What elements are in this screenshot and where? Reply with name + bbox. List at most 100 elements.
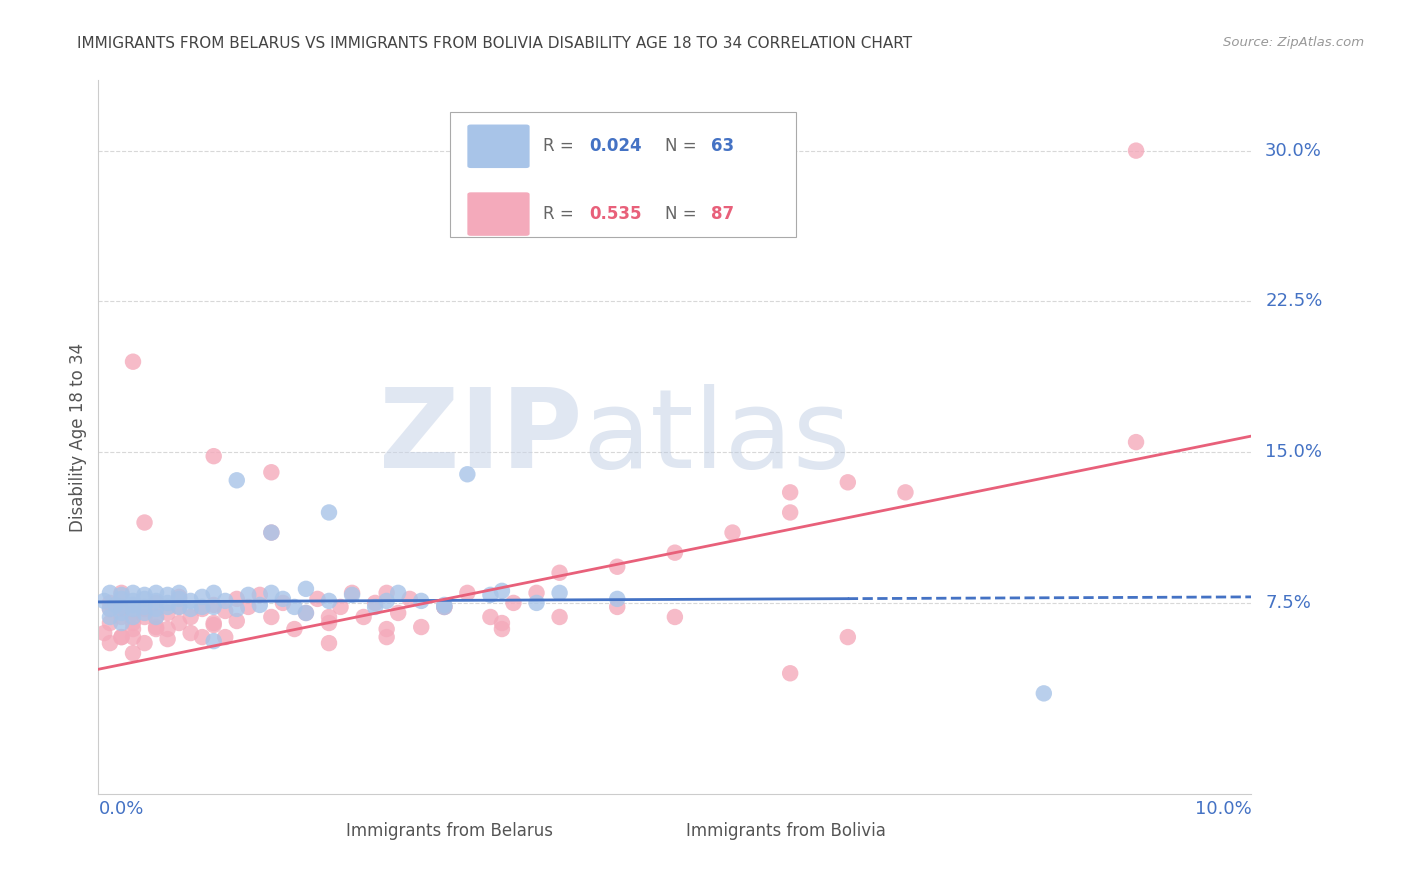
Point: [167, 599, 190, 614]
Point: [167, 586, 190, 600]
Point: [122, 646, 145, 660]
Point: [145, 620, 167, 634]
Point: [134, 588, 156, 602]
Text: atlas: atlas: [582, 384, 851, 491]
Point: [260, 610, 283, 624]
Point: [110, 610, 132, 624]
Point: [156, 588, 179, 602]
Point: [110, 602, 132, 616]
Point: [110, 615, 132, 630]
Point: [122, 602, 145, 616]
Text: 87: 87: [710, 205, 734, 223]
Point: [145, 594, 167, 608]
Point: [122, 630, 145, 644]
Point: [779, 666, 801, 681]
Point: [606, 599, 628, 614]
Point: [134, 606, 156, 620]
Point: [145, 596, 167, 610]
Point: [191, 630, 214, 644]
Point: [375, 630, 398, 644]
Point: [167, 599, 190, 614]
Point: [283, 622, 305, 636]
Point: [307, 591, 329, 606]
Point: [249, 588, 271, 602]
Point: [526, 596, 548, 610]
Point: [93, 626, 115, 640]
Point: [260, 465, 283, 479]
Point: [664, 546, 686, 560]
Point: [318, 636, 340, 650]
Point: [98, 610, 121, 624]
Point: [93, 594, 115, 608]
Text: R =: R =: [544, 137, 579, 155]
Text: R =: R =: [544, 205, 579, 223]
FancyBboxPatch shape: [274, 814, 336, 847]
Point: [779, 506, 801, 520]
Point: [283, 599, 305, 614]
Point: [318, 594, 340, 608]
Point: [98, 586, 121, 600]
Point: [260, 525, 283, 540]
Point: [145, 586, 167, 600]
Point: [375, 622, 398, 636]
Text: IMMIGRANTS FROM BELARUS VS IMMIGRANTS FROM BOLIVIA DISABILITY AGE 18 TO 34 CORRE: IMMIGRANTS FROM BELARUS VS IMMIGRANTS FR…: [77, 36, 912, 51]
Point: [271, 596, 294, 610]
Point: [134, 591, 156, 606]
Point: [779, 485, 801, 500]
Text: 0.024: 0.024: [589, 137, 643, 155]
Point: [375, 586, 398, 600]
Point: [721, 525, 744, 540]
Point: [122, 606, 145, 620]
Text: 15.0%: 15.0%: [1265, 443, 1322, 461]
Point: [340, 586, 363, 600]
Point: [167, 591, 190, 606]
Point: [110, 630, 132, 644]
FancyBboxPatch shape: [450, 112, 796, 237]
Point: [502, 596, 524, 610]
Point: [167, 590, 190, 604]
Y-axis label: Disability Age 18 to 34: Disability Age 18 to 34: [69, 343, 87, 532]
Point: [411, 620, 433, 634]
Point: [191, 602, 214, 616]
Point: [156, 632, 179, 646]
Point: [238, 588, 260, 602]
Point: [433, 599, 456, 614]
Point: [1125, 435, 1147, 450]
Text: N =: N =: [665, 137, 702, 155]
Point: [202, 586, 225, 600]
Point: [104, 598, 127, 612]
FancyBboxPatch shape: [614, 814, 676, 847]
Point: [145, 610, 167, 624]
Point: [433, 598, 456, 612]
Point: [1032, 686, 1054, 700]
Point: [295, 606, 318, 620]
Point: [894, 485, 917, 500]
Point: [202, 618, 225, 632]
Point: [98, 602, 121, 616]
Point: [387, 586, 409, 600]
Point: [433, 599, 456, 614]
Point: [110, 588, 132, 602]
Point: [340, 588, 363, 602]
Point: [214, 630, 236, 644]
Text: 22.5%: 22.5%: [1265, 293, 1323, 310]
Point: [134, 602, 156, 616]
Point: [167, 615, 190, 630]
Point: [295, 582, 318, 596]
Point: [122, 354, 145, 368]
Point: [122, 622, 145, 636]
Point: [364, 596, 387, 610]
Point: [98, 615, 121, 630]
Point: [214, 604, 236, 618]
Text: 30.0%: 30.0%: [1265, 142, 1322, 160]
Point: [837, 630, 859, 644]
Point: [110, 606, 132, 620]
Point: [411, 594, 433, 608]
Text: Source: ZipAtlas.com: Source: ZipAtlas.com: [1223, 36, 1364, 49]
FancyBboxPatch shape: [467, 193, 530, 235]
Point: [456, 467, 478, 482]
Point: [318, 615, 340, 630]
Text: 7.5%: 7.5%: [1265, 594, 1310, 612]
Point: [134, 636, 156, 650]
Text: Immigrants from Bolivia: Immigrants from Bolivia: [686, 822, 886, 840]
